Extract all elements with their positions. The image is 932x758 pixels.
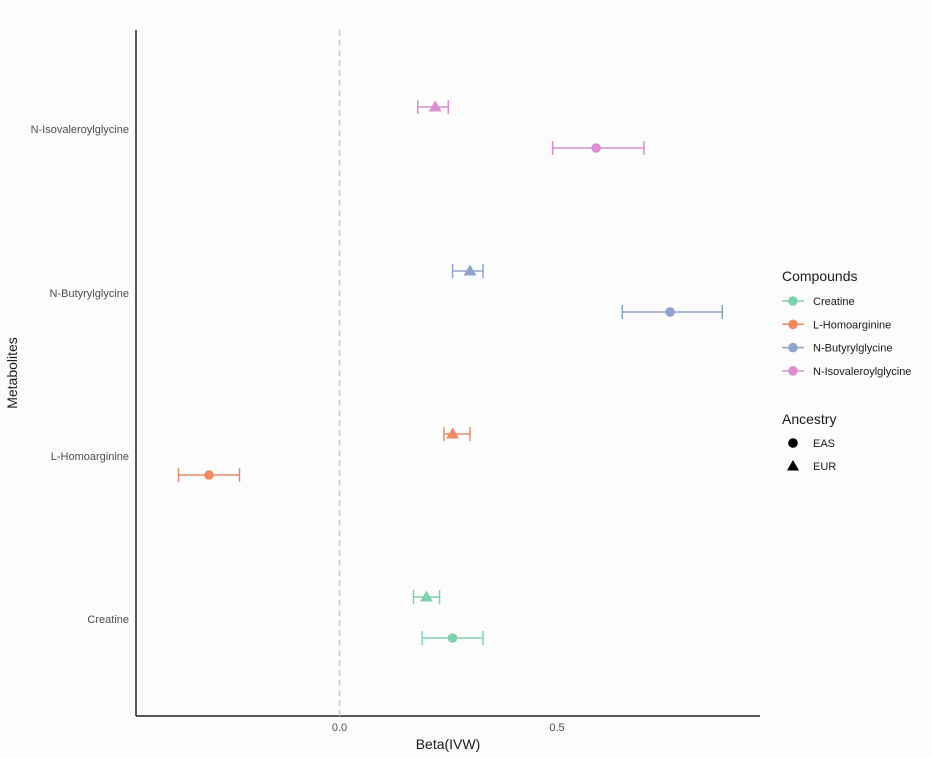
point-marker: [464, 265, 477, 276]
point-marker: [429, 101, 442, 112]
y-tick-label: Creatine: [87, 614, 129, 626]
x-axis-ticks: 0.0 0.5: [332, 722, 565, 734]
plot-area: [136, 30, 760, 716]
legend-label: N-Butyrylglycine: [813, 343, 892, 355]
x-tick-label: 0.0: [332, 722, 347, 734]
estimate-creatine-eas: [422, 631, 483, 645]
estimate-n-butyrylglycine-eur: [453, 264, 483, 278]
x-tick-label: 0.5: [549, 722, 564, 734]
legend-ancestry-title: Ancestry: [782, 411, 836, 427]
legend-label: L-Homoarginine: [813, 319, 891, 331]
estimate-l-homoarginine-eas: [179, 468, 240, 482]
legend-key-creatine: [782, 296, 804, 306]
point-marker: [448, 633, 458, 643]
legend-key-marker: [788, 366, 798, 376]
estimate-l-homoarginine-eur: [444, 427, 470, 441]
estimate-n-isovaleroylglycine-eas: [553, 141, 644, 155]
legend-compounds-title: Compounds: [782, 268, 858, 284]
legend-key-marker: [788, 343, 798, 353]
y-axis-ticks: Creatine L-Homoarginine N-Butyrylglycine N-…: [31, 124, 129, 626]
legend-key-n-butyrylglycine: [782, 343, 804, 353]
legend-label: EAS: [813, 438, 835, 450]
y-axis-title: Metabolites: [4, 337, 20, 409]
estimate-n-butyrylglycine-eas: [622, 305, 722, 319]
point-marker: [591, 143, 601, 153]
legend-label: EUR: [813, 461, 836, 473]
legend-label: Creatine: [813, 296, 855, 308]
point-marker: [204, 470, 214, 480]
legend-label: N-Isovaleroylglycine: [813, 366, 911, 378]
legend-shape-triangle: [787, 460, 799, 471]
legend: Compounds Ancestry Creatine L-Homoarginin…: [782, 268, 911, 473]
estimate-n-isovaleroylglycine-eur: [418, 100, 448, 114]
point-marker: [665, 307, 675, 317]
forest-plot: 0.0 0.5 Creatine L-Homoarginine N-Butyrylgl…: [0, 0, 932, 758]
y-tick-label: L-Homoarginine: [51, 451, 129, 463]
y-tick-label: N-Isovaleroylglycine: [31, 124, 129, 136]
legend-key-marker: [788, 320, 798, 330]
legend-key-marker: [788, 296, 798, 306]
legend-key-l-homoarginine: [782, 320, 804, 330]
y-tick-label: N-Butyrylglycine: [50, 288, 129, 300]
estimate-creatine-eur: [413, 590, 439, 604]
legend-shape-circle: [788, 438, 798, 448]
x-axis-title: Beta(IVW): [416, 736, 481, 752]
point-marker: [420, 591, 433, 602]
legend-key-n-isovaleroylglycine: [782, 366, 804, 376]
point-marker: [446, 428, 459, 439]
